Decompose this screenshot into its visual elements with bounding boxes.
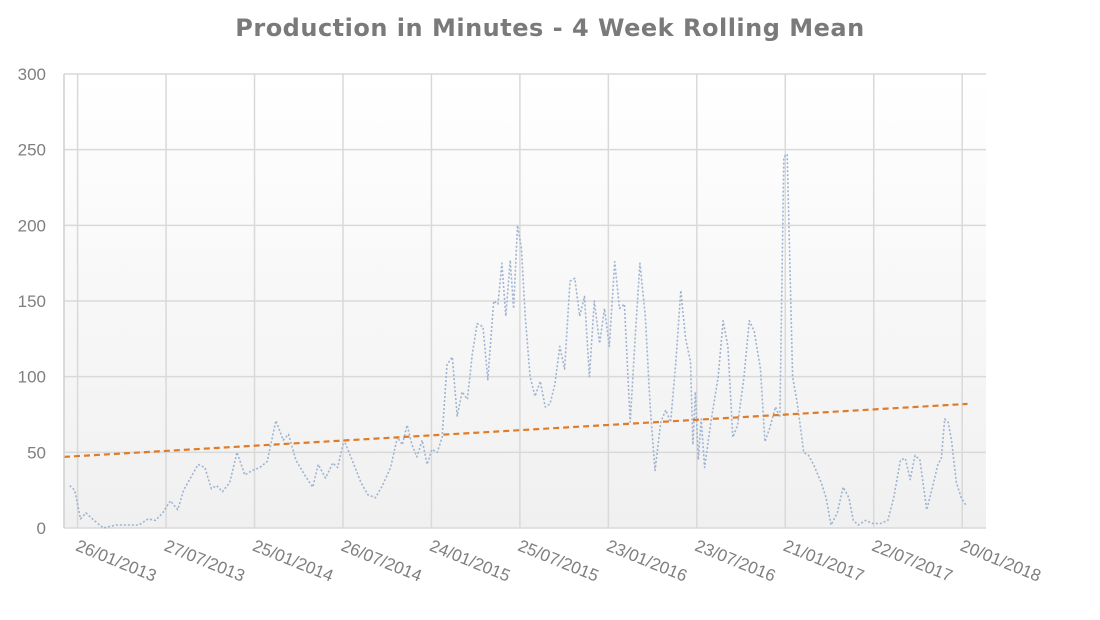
x-tick-label: 20/01/2018 (958, 536, 1044, 585)
x-tick-label: 23/01/2016 (604, 536, 690, 585)
x-tick-label: 26/07/2014 (338, 536, 424, 585)
x-tick-label: 25/07/2015 (515, 536, 601, 585)
x-tick-label: 26/01/2013 (73, 536, 159, 585)
trend-line (63, 402, 968, 458)
y-tick-label: 0 (37, 519, 46, 538)
y-tick-label: 250 (18, 141, 46, 160)
x-tick-label: 23/07/2016 (692, 536, 778, 585)
y-tick-label: 300 (18, 65, 46, 84)
x-tick-label: 24/01/2015 (427, 536, 513, 585)
x-tick-label: 22/07/2017 (869, 536, 955, 585)
x-tick-label: 21/01/2017 (781, 536, 867, 585)
y-tick-label: 100 (18, 368, 46, 387)
y-tick-label: 150 (18, 292, 46, 311)
chart-title: Production in Minutes - 4 Week Rolling M… (235, 14, 865, 42)
y-tick-label: 50 (27, 443, 46, 462)
rolling-mean-line (69, 153, 967, 529)
y-tick-label: 200 (18, 216, 46, 235)
x-tick-label: 27/07/2013 (162, 536, 248, 585)
x-tick-label: 25/01/2014 (250, 536, 336, 585)
